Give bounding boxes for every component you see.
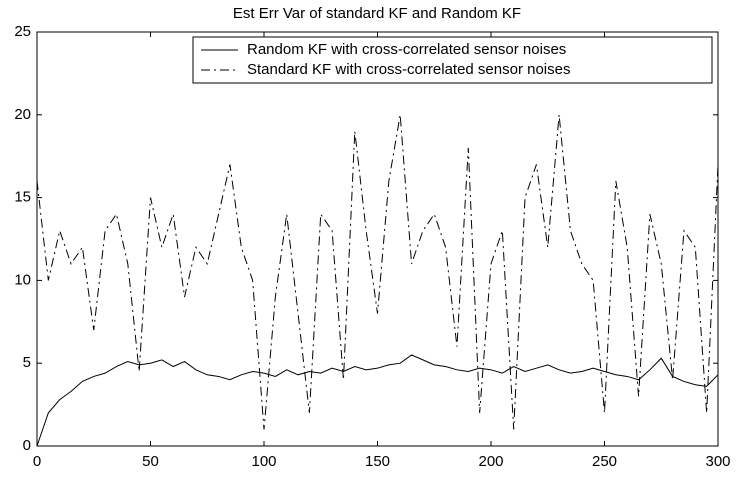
x-tick-label: 100 bbox=[251, 453, 276, 470]
series-line bbox=[36, 114, 719, 430]
y-tick-label: 0 bbox=[23, 437, 31, 454]
x-tick-label: 250 bbox=[592, 453, 617, 470]
plot-frame bbox=[36, 31, 719, 447]
legend-box bbox=[192, 36, 713, 84]
legend-label: Standard KF with cross-correlated sensor… bbox=[247, 61, 570, 78]
x-tick-label: 150 bbox=[365, 453, 390, 470]
x-tick-label: 50 bbox=[142, 453, 159, 470]
y-tick-label: 25 bbox=[14, 23, 31, 40]
chart-title: Est Err Var of standard KF and Random KF bbox=[233, 5, 521, 22]
y-tick-label: 20 bbox=[14, 106, 31, 123]
legend-label: Random KF with cross-correlated sensor n… bbox=[247, 41, 566, 58]
series-line bbox=[36, 354, 719, 447]
x-tick-label: 200 bbox=[478, 453, 503, 470]
y-tick-label: 5 bbox=[23, 354, 31, 371]
x-tick-label: 0 bbox=[33, 453, 41, 470]
y-tick-label: 10 bbox=[14, 271, 31, 288]
x-tick-label: 300 bbox=[705, 453, 730, 470]
y-tick-label: 15 bbox=[14, 189, 31, 206]
